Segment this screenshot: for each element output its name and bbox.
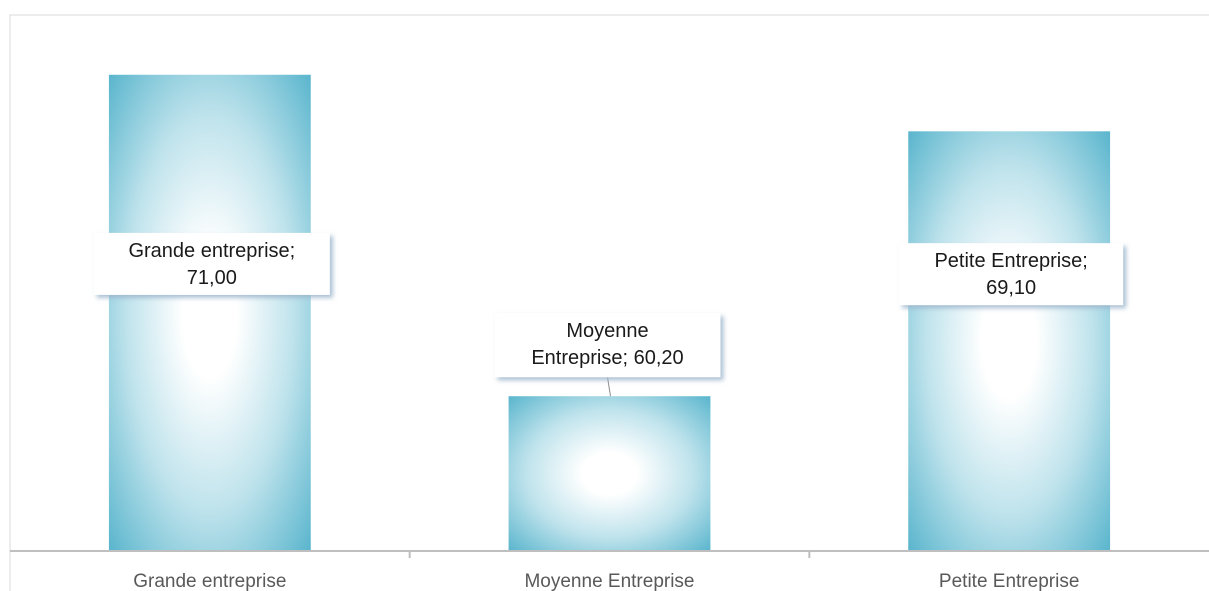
- data-label-text: Entreprise; 60,20: [531, 347, 683, 369]
- data-label-leader-line: [607, 377, 611, 397]
- data-label-text: Petite Entreprise;: [934, 250, 1087, 272]
- x-axis-tick-labels: Grande entreprise Moyenne Entreprise Petit…: [133, 571, 1079, 591]
- data-label-text: 71,00: [187, 267, 237, 289]
- bars: [108, 74, 1111, 552]
- data-label-box: [494, 313, 721, 378]
- data-label-box: [93, 232, 330, 295]
- x-axis-ticks: [408, 551, 811, 558]
- x-tick-label: Moyenne Entreprise: [524, 571, 694, 591]
- data-label-text: Grande entreprise;: [128, 240, 295, 262]
- data-label-box: [899, 243, 1124, 306]
- data-label: Moyenne Entreprise; 60,20: [494, 313, 721, 378]
- data-label: Grande entreprise; 71,00: [93, 232, 330, 295]
- bar-moyenne-entreprise: [508, 396, 711, 551]
- x-tick-label: Grande entreprise: [133, 571, 286, 591]
- bar-grande-entreprise: [108, 74, 311, 551]
- x-tick-label: Petite Entreprise: [939, 571, 1079, 591]
- bar-petite-entreprise: [908, 131, 1111, 552]
- data-labels: Grande entreprise; 71,00 Moyenne Entreprise…: [93, 232, 1124, 397]
- chart-frame: [9, 14, 1209, 591]
- data-label-text: Moyenne: [566, 320, 648, 342]
- data-label-text: 69,10: [986, 277, 1036, 299]
- data-label: Petite Entreprise; 69,10: [899, 243, 1124, 306]
